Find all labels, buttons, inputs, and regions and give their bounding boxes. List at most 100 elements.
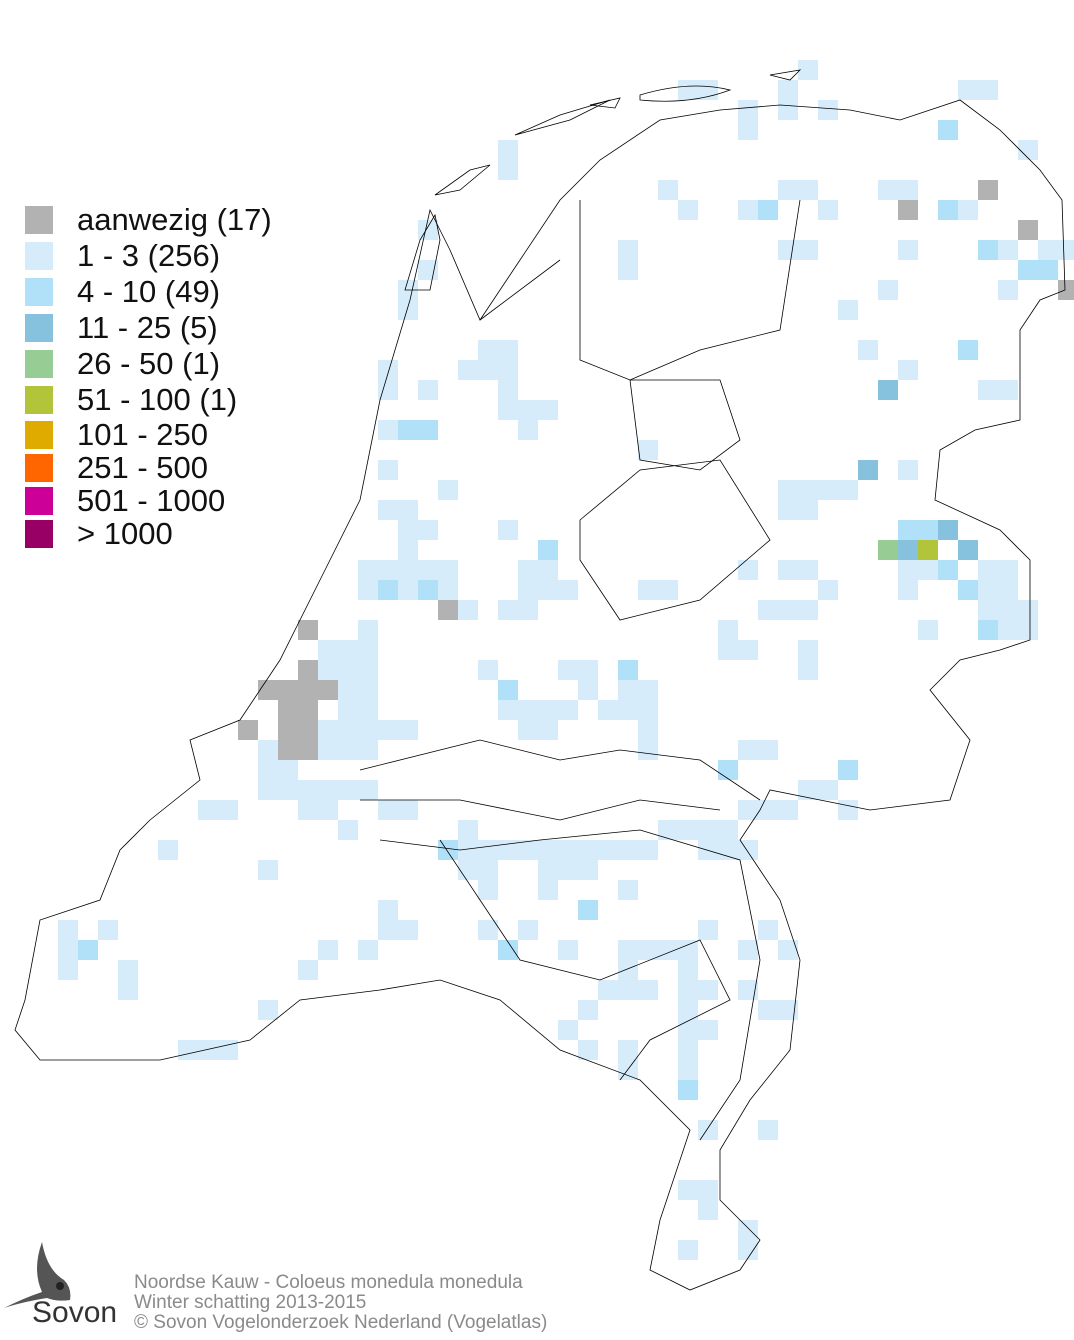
grid-cell — [618, 700, 638, 720]
grid-cell — [898, 200, 918, 220]
grid-cell — [918, 560, 938, 580]
legend-item: 26 - 50 (1) — [25, 346, 272, 382]
grid-cell — [378, 920, 398, 940]
grid-cell — [98, 920, 118, 940]
grid-cell — [618, 940, 638, 960]
legend-swatch — [25, 420, 53, 449]
province-border — [579, 199, 801, 381]
flevoland-outline — [579, 379, 771, 621]
grid-cell — [738, 100, 758, 120]
grid-cell — [378, 800, 398, 820]
grid-cell — [758, 1000, 778, 1020]
grid-cell — [398, 580, 418, 600]
grid-cell — [858, 340, 878, 360]
grid-cell — [618, 660, 638, 680]
grid-cell — [278, 700, 298, 720]
grid-cell — [638, 740, 658, 760]
grid-cell — [898, 180, 918, 200]
grid-cell — [678, 940, 698, 960]
grid-cell — [738, 940, 758, 960]
grid-cell — [798, 480, 818, 500]
map-caption: Noordse Kauw - Coloeus monedula monedula… — [134, 1273, 547, 1333]
legend-label: 251 - 500 — [77, 449, 208, 485]
grid-cell — [778, 600, 798, 620]
river-maas — [379, 829, 761, 1141]
grid-cell — [738, 800, 758, 820]
legend-item: aanwezig (17) — [25, 202, 272, 238]
grid-cell — [898, 240, 918, 260]
grid-cell — [778, 800, 798, 820]
grid-cell — [598, 980, 618, 1000]
grid-cell — [178, 1040, 198, 1060]
grid-cell — [638, 940, 658, 960]
grid-cell — [118, 960, 138, 980]
grid-cell — [658, 580, 678, 600]
grid-cell — [598, 700, 618, 720]
grid-cell — [778, 80, 798, 100]
grid-cell — [778, 180, 798, 200]
grid-cell — [418, 520, 438, 540]
grid-cell — [678, 1240, 698, 1260]
grid-cell — [538, 700, 558, 720]
legend-item: 101 - 250 — [25, 417, 272, 452]
grid-cell — [558, 660, 578, 680]
grid-cell — [538, 840, 558, 860]
grid-cell — [698, 820, 718, 840]
grid-cell — [938, 560, 958, 580]
grid-cell — [558, 860, 578, 880]
grid-cell — [358, 720, 378, 740]
grid-cell — [358, 940, 378, 960]
legend-swatch — [25, 350, 53, 378]
grid-cell — [658, 180, 678, 200]
grid-cell — [698, 980, 718, 1000]
legend-item: > 1000 — [25, 516, 272, 551]
grid-cell — [618, 1040, 638, 1060]
island-texel — [404, 213, 441, 291]
grid-cell — [918, 540, 938, 560]
legend-swatch — [25, 242, 53, 270]
grid-cell — [898, 560, 918, 580]
grid-cell — [498, 400, 518, 420]
grid-cell — [978, 600, 998, 620]
grid-cell — [198, 1040, 218, 1060]
grid-cell — [238, 720, 258, 740]
grid-cell — [358, 740, 378, 760]
grid-cell — [358, 700, 378, 720]
grid-cell — [378, 900, 398, 920]
grid-cell — [618, 680, 638, 700]
grid-cell — [358, 620, 378, 640]
grid-cell — [478, 840, 498, 860]
sovon-swallow-logo — [4, 1242, 71, 1308]
grid-cell — [398, 800, 418, 820]
grid-cell — [738, 1240, 758, 1260]
island-vlieland — [434, 164, 491, 196]
grid-cell — [578, 900, 598, 920]
grid-cell — [818, 200, 838, 220]
grid-cell — [298, 960, 318, 980]
grid-cell — [958, 540, 978, 560]
grid-cell — [58, 940, 78, 960]
grid-cell — [558, 940, 578, 960]
grid-cell — [338, 660, 358, 680]
grid-cell — [298, 620, 318, 640]
grid-cell — [458, 860, 478, 880]
grid-cell — [438, 560, 458, 580]
grid-cell — [718, 760, 738, 780]
grid-cell — [618, 980, 638, 1000]
grid-cell — [558, 580, 578, 600]
grid-cell — [978, 180, 998, 200]
grid-cell — [498, 340, 518, 360]
grid-cell — [678, 1020, 698, 1040]
grid-cell — [998, 280, 1018, 300]
grid-cell — [698, 80, 718, 100]
grid-cell — [878, 280, 898, 300]
grid-cell — [198, 800, 218, 820]
grid-cell — [998, 580, 1018, 600]
grid-cell — [278, 720, 298, 740]
grid-cell — [438, 600, 458, 620]
grid-cell — [578, 860, 598, 880]
grid-cell — [1018, 620, 1038, 640]
grid-cell — [698, 1120, 718, 1140]
grid-cell — [518, 840, 538, 860]
